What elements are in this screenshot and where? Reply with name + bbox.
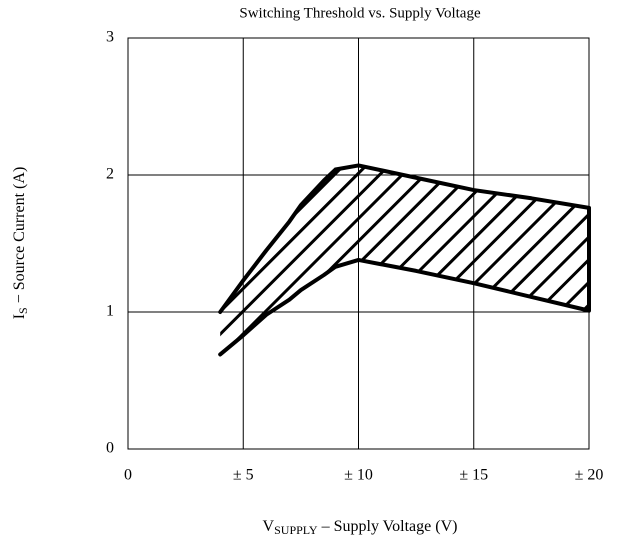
y-axis-label: IS − Source Current (A)	[11, 167, 30, 320]
y-tick-label: 1	[106, 303, 114, 320]
x-tick-label: ± 5	[233, 467, 254, 484]
band-edge	[218, 163, 591, 314]
band-fill	[220, 165, 589, 355]
x-tick-label: ± 15	[459, 467, 488, 484]
x-tick-label: ± 20	[575, 467, 604, 484]
y-tick-label: 0	[106, 440, 114, 457]
plot-frame	[127, 37, 590, 450]
band-edge	[218, 257, 591, 357]
y-tick-label: 3	[106, 29, 114, 46]
x-tick-label: 0	[124, 467, 132, 484]
x-axis-label: VSUPPLY – Supply Voltage (V)	[263, 518, 458, 537]
x-tick-label: ± 10	[344, 467, 373, 484]
y-tick-label: 2	[106, 166, 114, 183]
chart-title: Switching Threshold vs. Supply Voltage	[239, 5, 481, 21]
